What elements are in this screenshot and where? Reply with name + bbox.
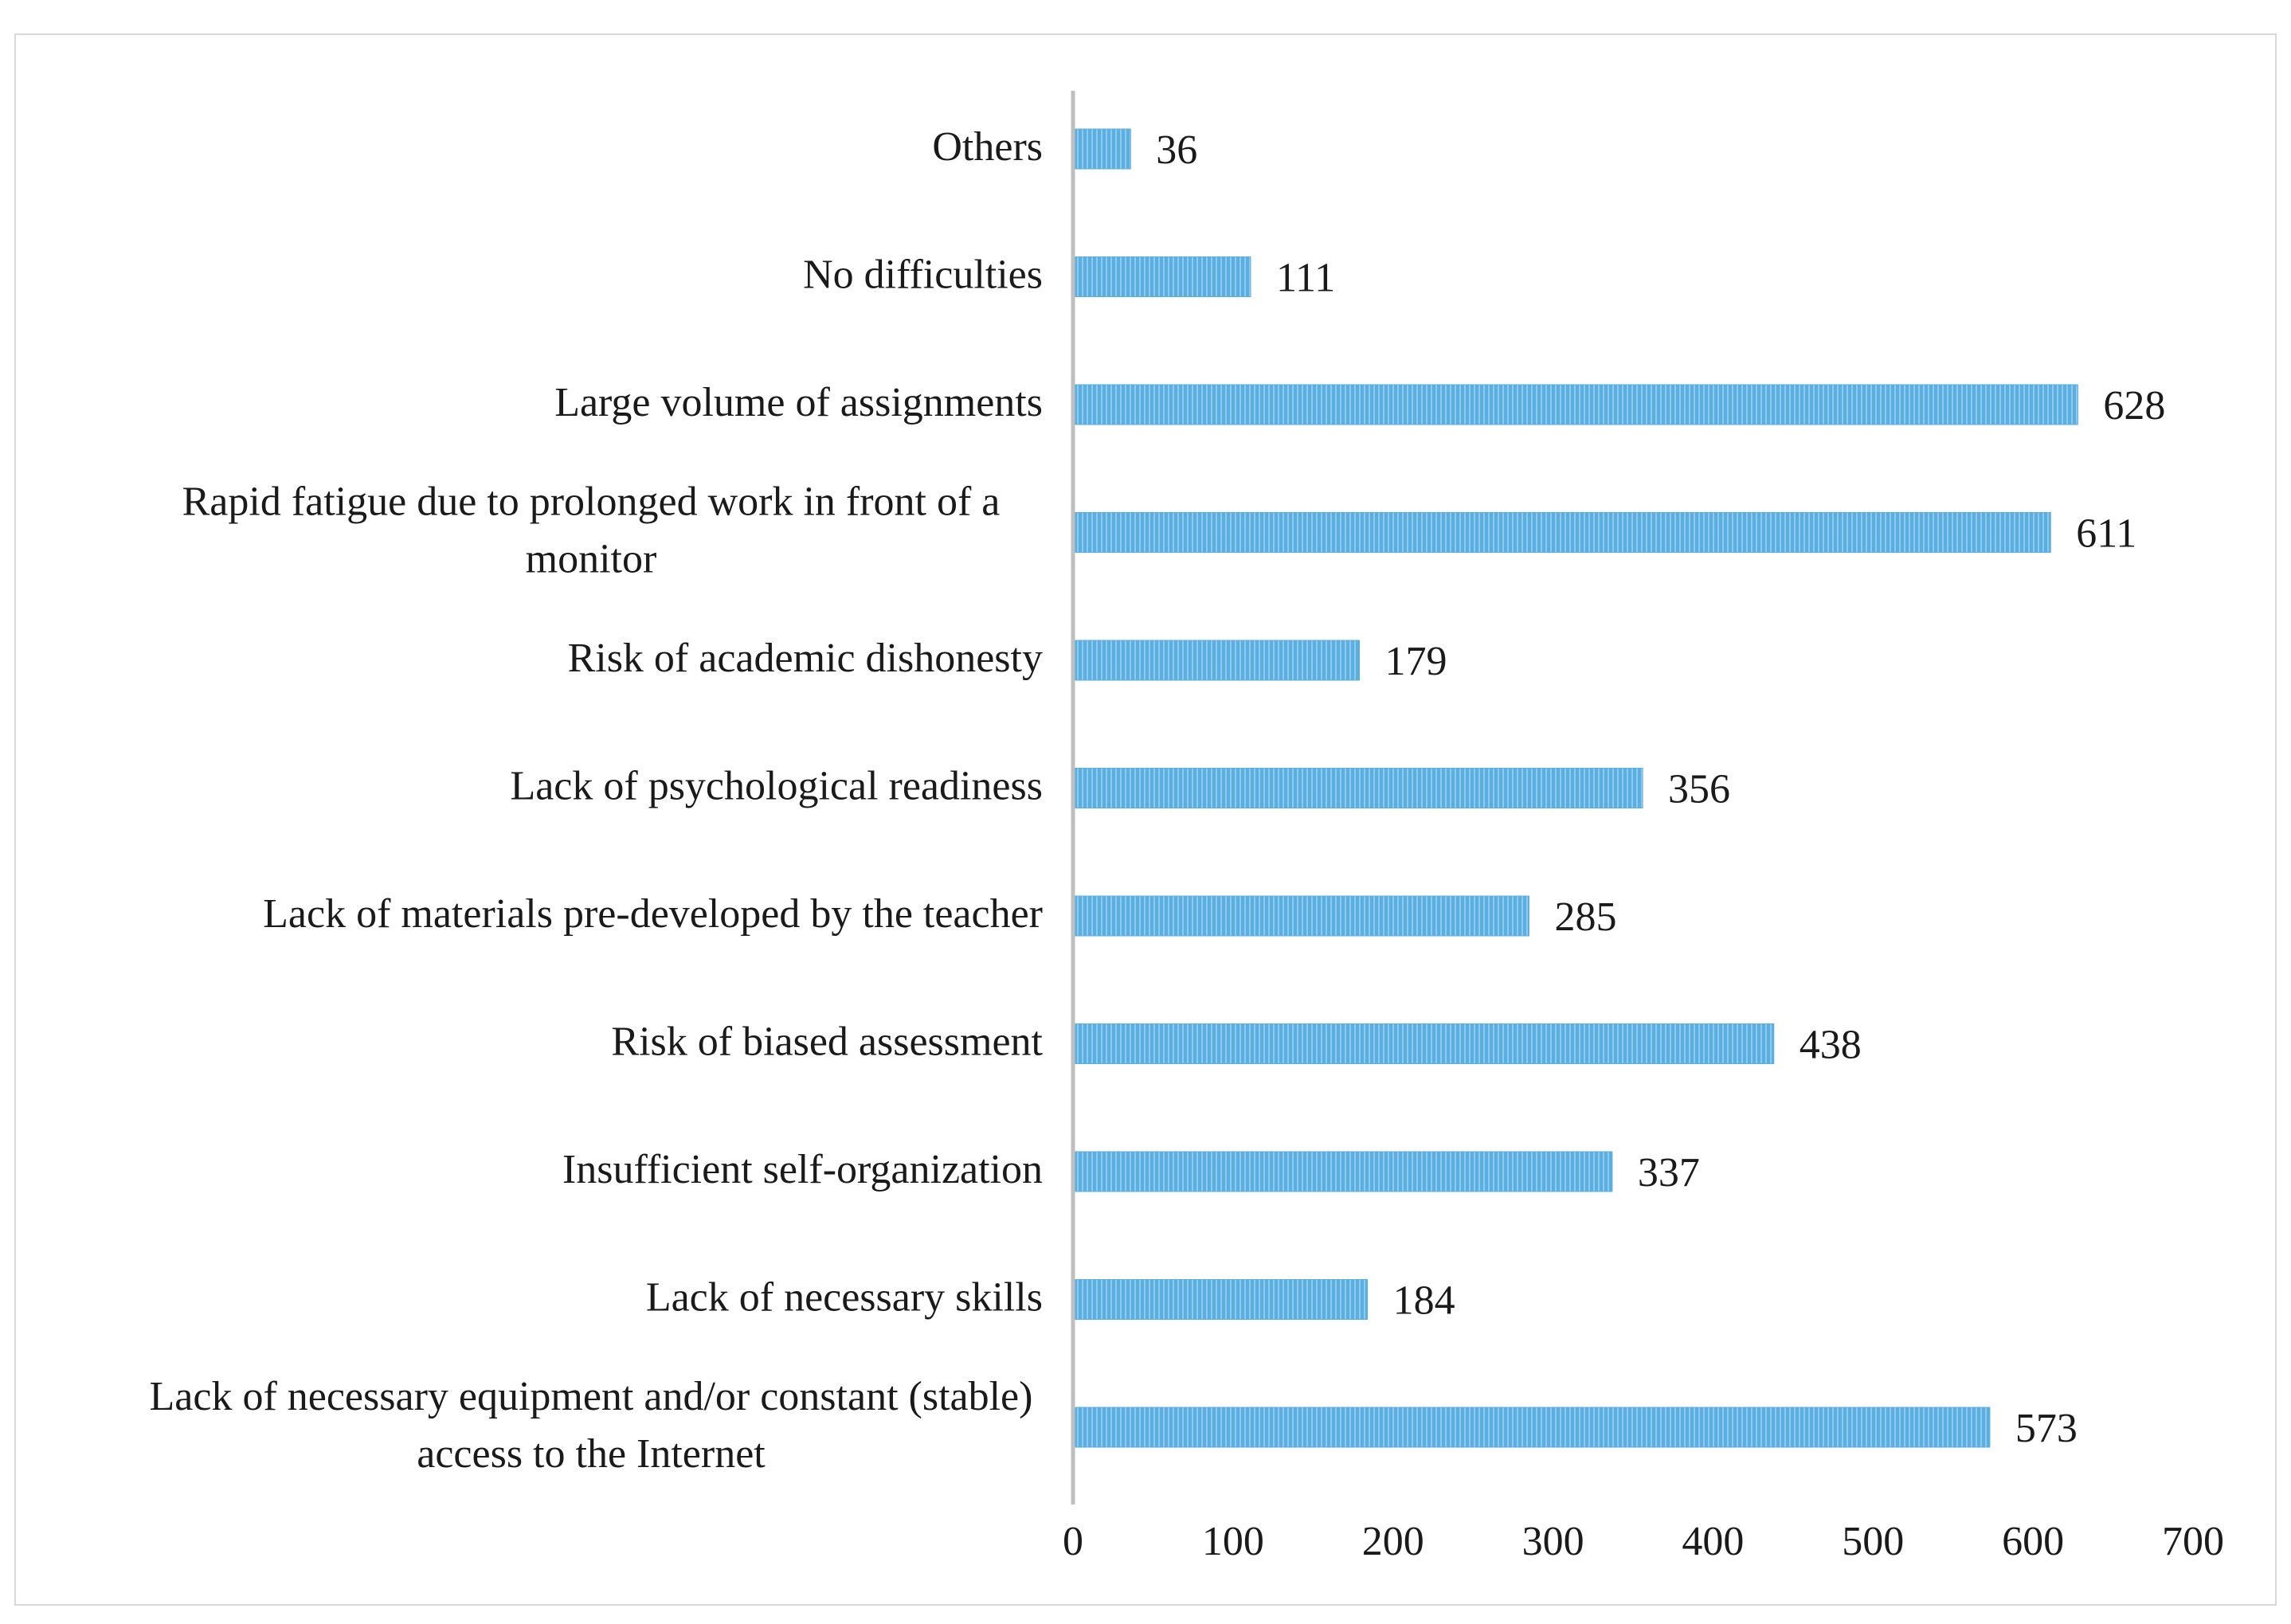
bar-value-label: 285 [1554, 894, 1616, 940]
category-label: Others [932, 124, 1043, 170]
category-label: Risk of biased assessment [611, 1019, 1043, 1065]
bar-value-label: 179 [1385, 639, 1447, 684]
value-labels-layer: 36 111 628 611 179 356 285 438 337 184 573 [1156, 127, 2165, 1451]
bar-value-label: 111 [1276, 256, 1335, 301]
bar [1072, 895, 1529, 937]
chart-frame: Others No difficulties Large volume of ass… [14, 33, 2277, 1606]
x-tick-label: 400 [1682, 1519, 1744, 1564]
bar [1072, 1023, 1775, 1064]
bar [1072, 1151, 1613, 1192]
category-label: Lack of necessary skills [646, 1275, 1043, 1321]
category-label: Rapid fatigue due to prolonged work in f… [182, 479, 1001, 582]
category-label: Lack of necessary equipment and/or const… [150, 1374, 1033, 1477]
bar [1072, 128, 1131, 170]
bar-value-label: 438 [1800, 1023, 1862, 1068]
category-label: Risk of academic dishonesty [568, 636, 1043, 681]
x-tick-label: 100 [1202, 1519, 1264, 1564]
horizontal-bar-chart: Others No difficulties Large volume of ass… [150, 91, 2224, 1564]
bar-value-label: 356 [1668, 767, 1730, 812]
bars-layer [1072, 128, 2078, 1448]
x-tick-label: 700 [2162, 1519, 2224, 1564]
x-tick-label: 300 [1522, 1519, 1584, 1564]
category-label: No difficulties [803, 252, 1043, 298]
x-tick-label: 200 [1362, 1519, 1424, 1564]
bar-value-label: 337 [1638, 1150, 1700, 1195]
bar-value-label: 36 [1156, 127, 1197, 173]
bar [1072, 256, 1251, 297]
category-label: Lack of psychological readiness [510, 764, 1043, 809]
category-labels-layer: Others No difficulties Large volume of ass… [150, 124, 1044, 1477]
x-tick-label: 500 [1842, 1519, 1904, 1564]
x-tick-label: 0 [1063, 1519, 1083, 1564]
bar [1072, 640, 1361, 681]
bar [1072, 1407, 1991, 1448]
category-label: Lack of materials pre-developed by the t… [263, 891, 1043, 937]
bar-value-label: 184 [1393, 1278, 1455, 1324]
x-tick-label: 600 [2002, 1519, 2064, 1564]
category-label: Insufficient self-organization [562, 1147, 1043, 1192]
bar-value-label: 573 [2015, 1406, 2078, 1451]
bar [1072, 768, 1643, 808]
bar [1072, 1279, 1369, 1320]
bar-value-label: 628 [2103, 383, 2165, 429]
bar [1072, 512, 2051, 553]
bar [1072, 384, 2078, 425]
x-axis-ticks-layer: 0 100 200 300 400 500 600 700 [1063, 1519, 2224, 1564]
bar-value-label: 611 [2076, 511, 2136, 557]
category-label: Large volume of assignments [554, 380, 1043, 425]
